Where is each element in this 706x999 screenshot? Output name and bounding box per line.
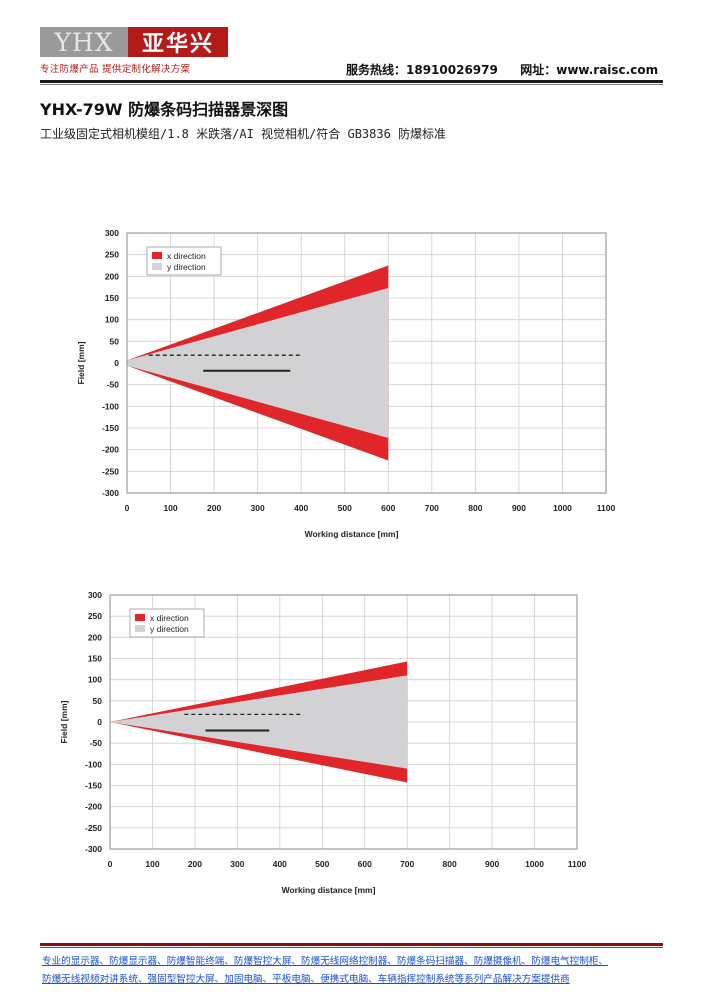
x-axis-label: Working distance [mm] [305,529,399,539]
page-title: YHX-79W 防爆条码扫描器景深图 [40,100,289,119]
x-tick-label: 600 [381,503,395,513]
x-tick-label: 600 [358,859,372,869]
legend-label: y direction [167,262,206,272]
y-axis-label: Field [mm] [76,341,86,384]
x-tick-label: 800 [443,859,457,869]
y-tick-label: 0 [114,358,119,368]
y-tick-label: 300 [88,590,102,600]
x-tick-label: 500 [338,503,352,513]
logo-letters: YHX [40,27,128,57]
x-tick-label: 1000 [553,503,572,513]
y-tick-label: -150 [85,781,102,791]
y-tick-label: -250 [102,466,119,476]
legend-label: x direction [167,251,206,261]
y-tick-label: 300 [105,228,119,238]
x-tick-label: 500 [315,859,329,869]
page-subtitle: 工业级固定式相机模组/1.8 米跌落/AI 视觉相机/符合 GB3836 防爆标… [40,127,447,141]
footer-line-2[interactable]: 防爆无线视频对讲系统、强固型智控大屏、加固电脑、平板电脑、便携式电脑、车辆指挥控… [42,974,570,985]
y-tick-label: -100 [102,401,119,411]
legend-box [129,608,205,638]
x-tick-label: 800 [468,503,482,513]
y-tick-label: 0 [97,717,102,727]
x-tick-label: 700 [400,859,414,869]
footer-line-1[interactable]: 专业的显示器、防爆显示器、防爆智能终端、防爆智控大屏、防爆无线网络控制器、防爆条… [42,956,609,967]
y-tick-label: 50 [110,336,120,346]
y-tick-label: 50 [93,696,103,706]
x-tick-label: 100 [163,503,177,513]
plot-frame [126,232,607,494]
x-tick-label: 0 [108,859,113,869]
y-tick-label: -200 [102,445,119,455]
y-tick-label: -50 [90,738,103,748]
x-tick-label: 400 [273,859,287,869]
x-tick-label: 400 [294,503,308,513]
footer-product-list: 专业的显示器、防爆显示器、防爆智能终端、防爆智控大屏、防爆无线网络控制器、防爆条… [42,953,667,989]
y-tick-label: 250 [88,611,102,621]
y-tick-label: 100 [105,315,119,325]
legend-swatch [135,614,145,621]
x-tick-label: 200 [188,859,202,869]
x-tick-label: 1000 [525,859,544,869]
series-y-direction [110,675,408,769]
plot-frame [109,594,578,850]
website-text: 网址：www.raisc.com [520,63,659,77]
header-divider [40,80,663,83]
y-tick-label: 150 [105,293,119,303]
company-logo: YHX 亚华兴 专注防爆产品 提供定制化解决方案 [40,27,228,75]
x-axis-label: Working distance [mm] [282,885,376,895]
y-tick-label: 200 [105,271,119,281]
x-tick-label: 900 [485,859,499,869]
logo-name: 亚华兴 [128,27,228,57]
legend-swatch [152,252,162,259]
y-tick-label: -300 [85,844,102,854]
y-tick-label: 250 [105,250,119,260]
legend-label: x direction [150,613,189,623]
legend-swatch [152,263,162,270]
y-tick-label: 100 [88,675,102,685]
legend-label: y direction [150,624,189,634]
legend-box [146,246,222,276]
x-tick-label: 300 [230,859,244,869]
x-tick-label: 0 [125,503,130,513]
header-divider-thin [40,84,663,85]
x-tick-label: 1100 [597,503,616,513]
y-tick-label: -250 [85,823,102,833]
footer-divider-thin [40,947,663,948]
y-tick-label: -100 [85,759,102,769]
x-tick-label: 700 [425,503,439,513]
x-tick-label: 1100 [568,859,587,869]
y-tick-label: -300 [102,488,119,498]
x-tick-label: 200 [207,503,221,513]
x-tick-label: 900 [512,503,526,513]
logo-slogan: 专注防爆产品 提供定制化解决方案 [40,64,191,75]
contact-info: 服务热线：18910026979 网址：www.raisc.com [346,61,658,78]
y-axis-label: Field [mm] [59,700,69,743]
series-y-direction [127,288,389,438]
footer-divider [40,943,663,946]
y-tick-label: 150 [88,654,102,664]
y-tick-label: -200 [85,802,102,812]
y-tick-label: -150 [102,423,119,433]
hotline-text: 服务热线：18910026979 [346,63,498,77]
y-tick-label: 200 [88,632,102,642]
x-tick-label: 100 [145,859,159,869]
legend-swatch [135,625,145,632]
x-tick-label: 300 [251,503,265,513]
y-tick-label: -50 [107,380,120,390]
